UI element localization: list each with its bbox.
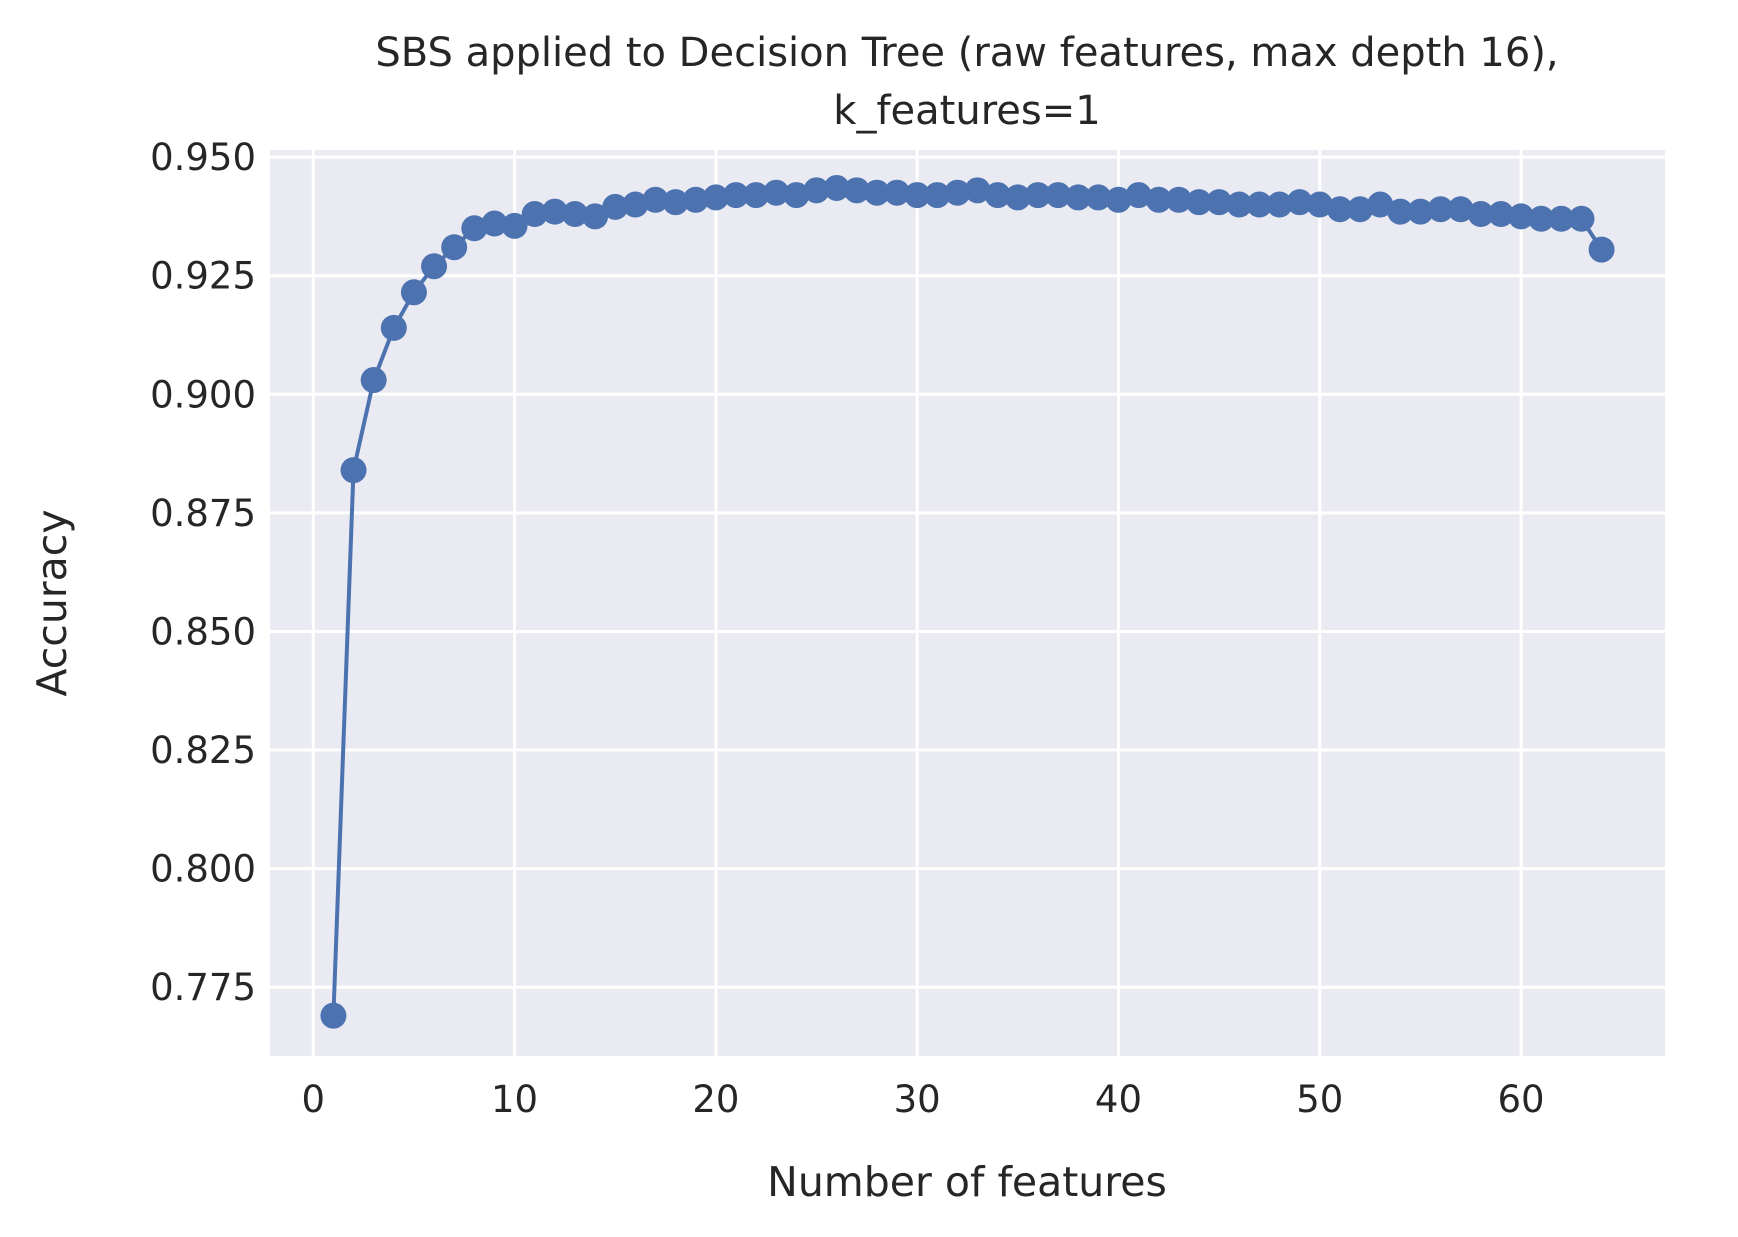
grid — [270, 150, 1665, 1056]
y-tick-label: 0.925 — [150, 255, 256, 298]
data-point — [743, 182, 770, 209]
data-point — [481, 210, 508, 237]
x-tick-label: 0 — [302, 1078, 326, 1121]
data-point — [783, 182, 810, 209]
y-tick-label: 0.800 — [150, 848, 256, 891]
data-point — [1487, 201, 1514, 228]
y-axis-ticks: 0.775 0.800 0.825 0.850 0.875 0.900 0.925 0.950 — [150, 136, 256, 1009]
data-point — [1407, 198, 1434, 225]
data-point — [1286, 189, 1313, 216]
data-point — [1367, 191, 1394, 218]
data-point — [501, 212, 528, 239]
data-point — [1004, 184, 1031, 211]
x-tick-label: 60 — [1498, 1078, 1545, 1121]
data-point — [561, 201, 588, 228]
chart-subtitle: k_features=1 — [833, 88, 1100, 134]
data-point — [1447, 196, 1474, 223]
x-axis-label: Number of features — [767, 1158, 1167, 1206]
data-point — [863, 179, 890, 206]
data-point — [1548, 205, 1575, 232]
data-point — [1085, 184, 1112, 211]
data-point — [662, 189, 689, 216]
data-point — [964, 177, 991, 204]
data-point — [622, 191, 649, 218]
x-tick-label: 20 — [692, 1078, 739, 1121]
data-point — [441, 234, 468, 261]
data-point — [1508, 203, 1535, 230]
data-point — [1568, 205, 1595, 232]
data-point — [823, 174, 850, 201]
series-markers — [320, 174, 1615, 1029]
data-point — [884, 179, 911, 206]
data-point — [1306, 191, 1333, 218]
data-point — [682, 186, 709, 213]
plot-background — [270, 150, 1665, 1056]
data-point — [1024, 182, 1051, 209]
data-point — [602, 193, 629, 220]
data-point — [904, 182, 931, 209]
data-point — [400, 279, 427, 306]
y-tick-label: 0.825 — [150, 729, 256, 772]
x-axis-ticks: 0 10 20 30 40 50 60 — [302, 1078, 1545, 1121]
data-point — [380, 314, 407, 341]
x-tick-label: 40 — [1095, 1078, 1142, 1121]
data-point — [541, 198, 568, 225]
x-tick-label: 10 — [491, 1078, 538, 1121]
chart-title: SBS applied to Decision Tree (raw featur… — [375, 30, 1558, 76]
data-point — [1427, 196, 1454, 223]
data-point — [1326, 196, 1353, 223]
x-tick-label: 50 — [1296, 1078, 1343, 1121]
data-point — [1105, 186, 1132, 213]
data-point — [320, 1002, 347, 1029]
data-point — [1045, 182, 1072, 209]
data-point — [1528, 205, 1555, 232]
data-point — [582, 203, 609, 230]
data-point — [944, 179, 971, 206]
data-point — [763, 179, 790, 206]
data-point — [1347, 196, 1374, 223]
data-point — [723, 182, 750, 209]
data-point — [843, 177, 870, 204]
y-tick-label: 0.950 — [150, 136, 256, 179]
data-point — [521, 201, 548, 228]
data-point — [1145, 186, 1172, 213]
data-point — [1266, 191, 1293, 218]
data-point — [1165, 186, 1192, 213]
data-point — [1206, 189, 1233, 216]
y-axis-label: Accuracy — [28, 509, 76, 696]
data-point — [340, 457, 367, 484]
data-point — [1467, 201, 1494, 228]
y-tick-label: 0.850 — [150, 610, 256, 653]
data-point — [642, 186, 669, 213]
data-point — [1065, 184, 1092, 211]
y-tick-label: 0.775 — [150, 966, 256, 1009]
x-tick-label: 30 — [894, 1078, 941, 1121]
y-tick-label: 0.900 — [150, 373, 256, 416]
data-point — [1226, 191, 1253, 218]
data-point — [702, 184, 729, 211]
data-point — [1588, 236, 1615, 263]
data-point — [461, 215, 488, 242]
y-tick-label: 0.875 — [150, 492, 256, 535]
data-point — [360, 367, 387, 394]
data-point — [1387, 198, 1414, 225]
data-point — [924, 182, 951, 209]
data-point — [421, 253, 448, 280]
data-point — [1125, 182, 1152, 209]
data-point — [984, 182, 1011, 209]
data-point — [1246, 191, 1273, 218]
data-point — [803, 177, 830, 204]
data-point — [1185, 189, 1212, 216]
